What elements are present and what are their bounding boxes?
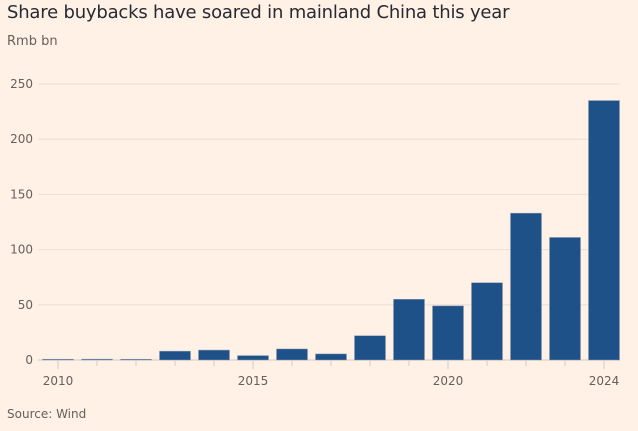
x-tick-label: 2010 [43,374,74,388]
y-tick-label: 200 [10,132,33,146]
bar-2024 [588,100,620,361]
bar-2023 [549,237,581,361]
bar-2013 [159,350,191,361]
bar-2015 [237,355,269,361]
bar-2017 [315,353,347,361]
y-tick-label: 250 [10,77,33,91]
x-axis: 2010 2015 2020 2024 [43,361,620,388]
chart-title: Share buybacks have soared in mainland C… [7,2,510,23]
bar-2010 [42,358,74,361]
x-tick-label: 2015 [238,374,269,388]
source-note: Source: Wind [7,407,87,421]
bars [42,100,620,361]
bar-2022 [510,212,542,361]
x-tick-label: 2020 [433,374,464,388]
y-tick-label: 100 [10,243,33,257]
y-tick-label: 150 [10,187,33,201]
y-axis-ticks: 0 50 100 150 200 250 [10,77,33,367]
bar-2012 [120,358,152,361]
bar-2020 [432,305,464,361]
bar-2019 [393,299,425,361]
y-tick-label: 0 [25,353,33,367]
bar-2018 [354,335,386,361]
bar-2021 [471,282,503,361]
bar-2011 [81,358,113,361]
y-axis-unit-label: Rmb bn [7,34,58,49]
bar-2016 [276,348,308,361]
bar-2014 [198,349,230,361]
x-tick-label: 2024 [589,374,620,388]
y-tick-label: 50 [18,298,33,312]
